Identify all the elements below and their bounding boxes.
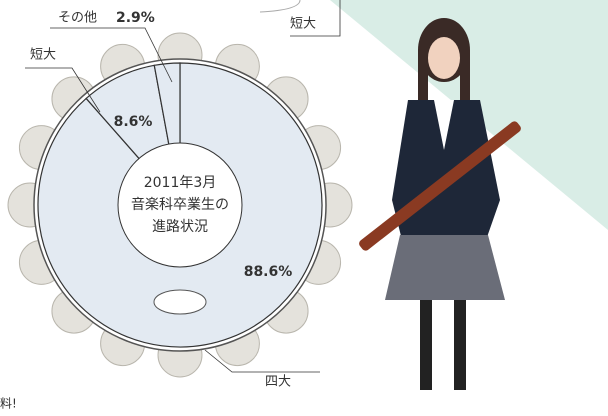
fragment-label: 短大 [290, 17, 316, 32]
category-label: 短大 [30, 48, 56, 63]
center-label: 進路状況 [152, 219, 208, 235]
category-label: 四大 [265, 375, 291, 390]
fragment-label: 料! [0, 397, 17, 411]
logo-badge [154, 290, 206, 314]
category-label: その他 [58, 11, 97, 26]
page: 短大 料! 2011年3月音楽科卒業生の進路状況 四大 88.6% 短大 8.6% その… [0, 0, 608, 416]
cropped-shape [260, 0, 300, 12]
center-label: 音楽科卒業生の [131, 196, 229, 213]
value-label: 8.6% [114, 114, 153, 130]
value-label: 88.6% [244, 264, 293, 280]
page-canvas: 短大 料! 2011年3月音楽科卒業生の進路状況 四大 88.6% 短大 8.6% その… [0, 0, 608, 416]
value-label: 2.9% [116, 10, 155, 26]
center-label: 2011年3月 [144, 175, 217, 191]
